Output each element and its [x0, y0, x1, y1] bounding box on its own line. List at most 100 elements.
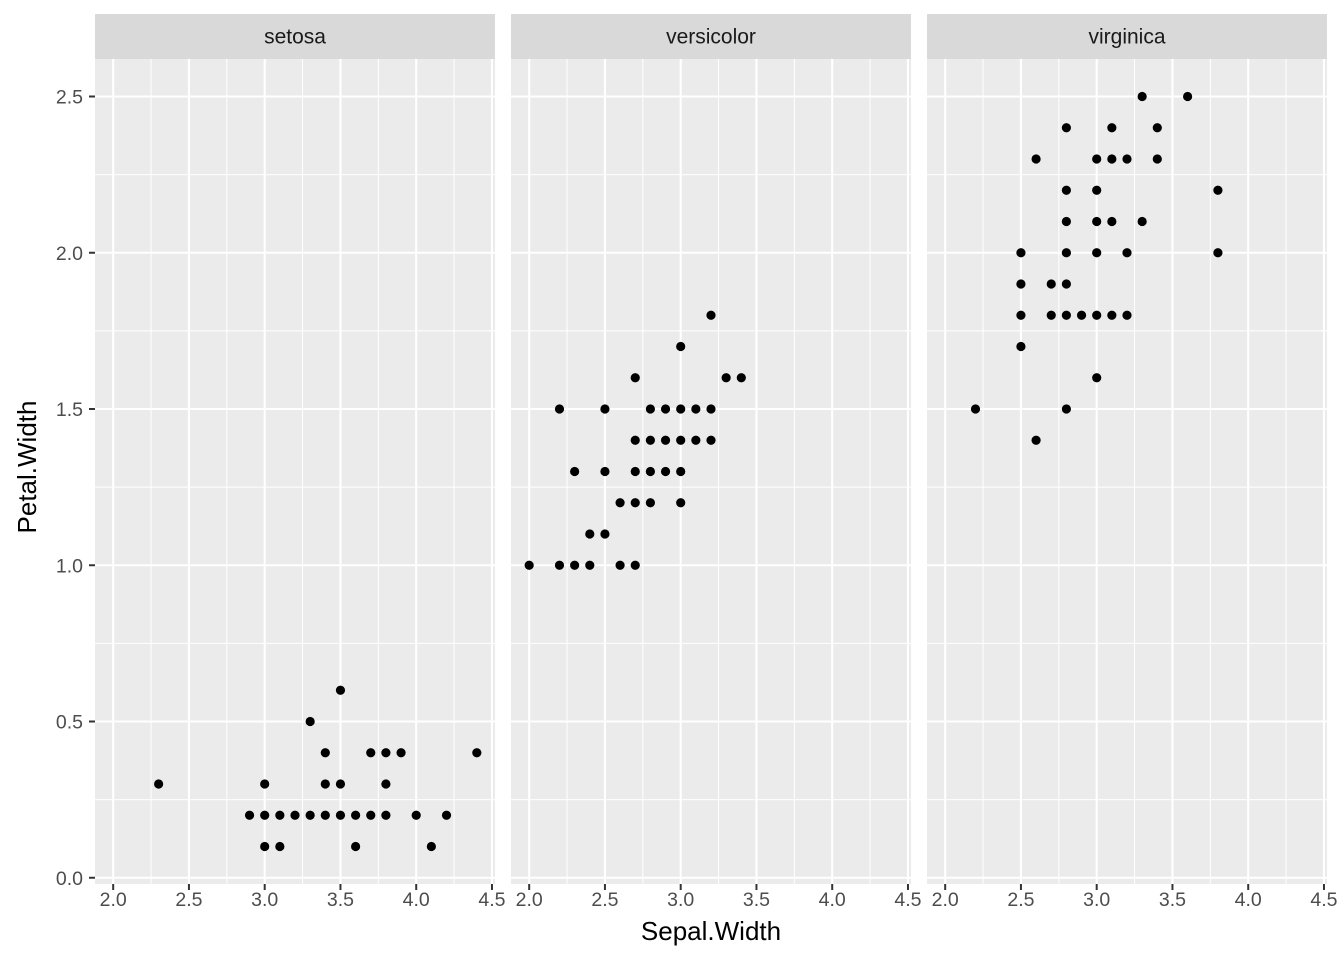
data-point-virginica: [1061, 279, 1071, 289]
data-point-versicolor: [676, 404, 686, 414]
data-point-setosa: [396, 748, 406, 758]
data-point-versicolor: [645, 404, 655, 414]
data-point-virginica: [1061, 185, 1071, 195]
x-tick-label: 2.0: [100, 889, 127, 911]
data-point-virginica: [1061, 123, 1071, 133]
facet-strip-versicolor: [511, 14, 911, 59]
data-point-setosa: [320, 748, 330, 758]
data-point-versicolor: [630, 498, 640, 508]
data-point-virginica: [1046, 279, 1056, 289]
data-point-virginica: [1183, 91, 1193, 102]
data-point-setosa: [154, 779, 164, 789]
data-point-setosa: [351, 841, 361, 852]
data-point-versicolor: [615, 498, 625, 508]
data-point-setosa: [275, 841, 285, 852]
facet-label-setosa: setosa: [264, 26, 326, 49]
data-point-setosa: [305, 716, 315, 727]
data-point-setosa: [335, 810, 346, 820]
data-point-setosa: [260, 779, 270, 789]
data-point-versicolor: [660, 435, 671, 445]
data-point-versicolor: [691, 404, 701, 414]
data-point-virginica: [1152, 154, 1162, 164]
data-point-versicolor: [630, 466, 640, 477]
data-point-setosa: [335, 685, 346, 695]
x-tick-label: 2.5: [1007, 889, 1034, 911]
data-point-versicolor: [660, 466, 671, 477]
data-point-virginica: [1092, 185, 1102, 195]
panel-background-setosa: [95, 59, 495, 884]
data-point-versicolor: [706, 404, 716, 414]
data-point-setosa: [320, 810, 330, 820]
data-point-virginica: [1016, 310, 1026, 320]
x-tick-label: 2.5: [175, 889, 202, 911]
data-point-virginica: [1122, 248, 1132, 258]
data-point-virginica: [1213, 248, 1223, 258]
y-tick-label: 0.0: [56, 868, 83, 890]
data-point-versicolor: [691, 435, 701, 445]
data-point-versicolor: [554, 404, 565, 414]
data-point-versicolor: [524, 560, 534, 570]
x-tick-label: 4.0: [1235, 889, 1262, 911]
data-point-virginica: [1107, 310, 1117, 320]
data-point-versicolor: [585, 529, 595, 539]
data-point-virginica: [1213, 185, 1223, 195]
data-point-setosa: [260, 810, 270, 820]
data-point-versicolor: [630, 435, 640, 445]
data-point-virginica: [1016, 341, 1026, 352]
x-tick-label: 3.0: [1083, 889, 1110, 911]
x-tick-label: 4.0: [403, 889, 430, 911]
x-tick-label: 2.0: [932, 889, 959, 911]
y-axis-title: Petal.Width: [12, 401, 42, 534]
data-point-setosa: [381, 748, 391, 758]
data-point-versicolor: [645, 435, 655, 445]
data-point-setosa: [441, 810, 452, 820]
y-tick-label: 0.5: [56, 712, 83, 734]
data-point-versicolor: [676, 498, 686, 508]
y-tick-label: 2.0: [56, 243, 83, 265]
x-tick-label: 3.5: [743, 889, 770, 911]
data-point-setosa: [381, 810, 391, 820]
data-point-versicolor: [570, 560, 580, 570]
data-point-versicolor: [585, 560, 595, 570]
facet-strip-virginica: [927, 14, 1327, 59]
data-point-virginica: [1092, 216, 1102, 227]
data-point-virginica: [1092, 154, 1102, 164]
x-tick-label: 3.0: [251, 889, 278, 911]
facet-strip-setosa: [95, 14, 495, 59]
data-point-virginica: [1076, 310, 1087, 320]
facet-label-virginica: virginica: [1088, 26, 1165, 49]
data-point-versicolor: [676, 341, 686, 352]
data-point-virginica: [1152, 123, 1162, 133]
x-tick-label: 3.5: [1159, 889, 1186, 911]
x-tick-label: 4.0: [819, 889, 846, 911]
data-point-setosa: [426, 841, 436, 852]
data-point-setosa: [472, 748, 482, 758]
data-point-virginica: [1061, 248, 1071, 258]
data-point-virginica: [1016, 248, 1026, 258]
x-tick-label: 4.5: [478, 889, 505, 911]
data-point-versicolor: [676, 466, 686, 477]
data-point-setosa: [260, 841, 270, 852]
data-point-virginica: [1122, 310, 1132, 320]
data-point-virginica: [1137, 216, 1147, 227]
data-point-virginica: [1137, 91, 1147, 102]
data-point-versicolor: [676, 435, 686, 445]
data-point-virginica: [1092, 248, 1102, 258]
data-point-versicolor: [630, 560, 640, 570]
data-point-virginica: [1031, 154, 1041, 164]
data-point-virginica: [1061, 310, 1071, 320]
data-point-setosa: [411, 810, 421, 820]
x-tick-label: 4.5: [1310, 889, 1337, 911]
data-point-setosa: [351, 810, 361, 820]
data-point-virginica: [1061, 216, 1071, 227]
x-tick-label: 4.5: [894, 889, 921, 911]
data-point-virginica: [1107, 123, 1117, 133]
facet-label-versicolor: versicolor: [666, 26, 756, 49]
data-point-setosa: [366, 748, 376, 758]
data-point-versicolor: [615, 560, 625, 570]
data-point-versicolor: [600, 529, 610, 539]
data-point-versicolor: [706, 435, 716, 445]
y-tick-label: 1.0: [56, 555, 83, 577]
data-point-versicolor: [645, 498, 655, 508]
